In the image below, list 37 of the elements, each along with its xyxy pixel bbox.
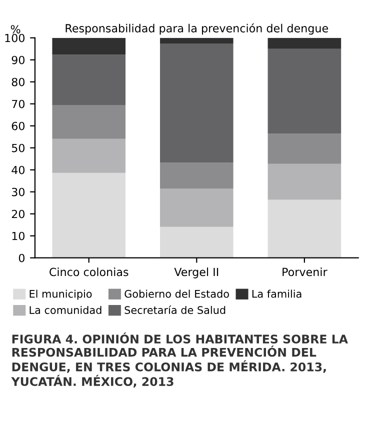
y-tick-label: 50 bbox=[12, 144, 25, 152]
y-tick-label: 0 bbox=[18, 254, 25, 262]
y-tick-label: 80 bbox=[12, 78, 25, 86]
chart-title: Responsabilidad para la prevención del dengue bbox=[66, 23, 328, 35]
y-axis-title: % bbox=[10, 25, 20, 34]
bar bbox=[268, 134, 342, 164]
legend-label: El municipio bbox=[30, 290, 92, 300]
bar bbox=[160, 162, 234, 189]
legend-label: Secretaría de Salud bbox=[124, 306, 226, 314]
bar bbox=[52, 104, 126, 139]
bar bbox=[160, 38, 234, 44]
bar bbox=[160, 44, 234, 163]
y-tick-label: 100 bbox=[5, 34, 25, 42]
y-tick-label: 30 bbox=[12, 188, 25, 196]
bar bbox=[268, 200, 342, 258]
y-tick-label: 20 bbox=[12, 210, 25, 218]
bar bbox=[52, 38, 126, 55]
text: FIGURA 4. OPINIÓN DE LOS HABITANTES SOBRE LA RESPONSABILIDAD PARA LA PREVENCIÓN DEL DENGUE, EN TRES COLONIAS DE MÉRIDA. 2013, YUCATÁN. MÉXICO, 2013 bbox=[11, 332, 348, 388]
bar bbox=[268, 38, 342, 49]
x-tick-label: Vergel II bbox=[174, 268, 218, 278]
x-tick-label: Cinco colonias bbox=[50, 268, 128, 276]
bar bbox=[52, 138, 126, 173]
bar bbox=[52, 172, 126, 258]
y-tick-label: 10 bbox=[12, 232, 25, 240]
x-tick-label: Porvenir bbox=[282, 268, 328, 276]
bar bbox=[52, 54, 126, 105]
bar bbox=[268, 48, 342, 134]
y-tick-label: 90 bbox=[12, 56, 25, 64]
bar bbox=[160, 226, 234, 258]
legend-label: La familia bbox=[252, 290, 302, 298]
bar bbox=[268, 164, 342, 200]
y-tick-label: 70 bbox=[12, 100, 25, 108]
legend-label: La comunidad bbox=[30, 306, 102, 314]
bar bbox=[160, 188, 234, 227]
legend-label: Gobierno del Estado bbox=[124, 290, 229, 298]
y-tick-label: 60 bbox=[12, 122, 25, 130]
y-tick-label: 40 bbox=[12, 166, 25, 174]
